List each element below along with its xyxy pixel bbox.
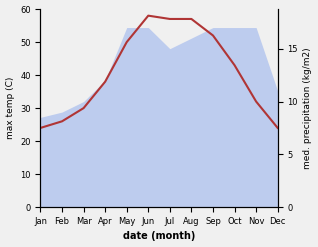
X-axis label: date (month): date (month)	[123, 231, 195, 242]
Y-axis label: max temp (C): max temp (C)	[5, 77, 15, 139]
Y-axis label: med. precipitation (kg/m2): med. precipitation (kg/m2)	[303, 47, 313, 169]
